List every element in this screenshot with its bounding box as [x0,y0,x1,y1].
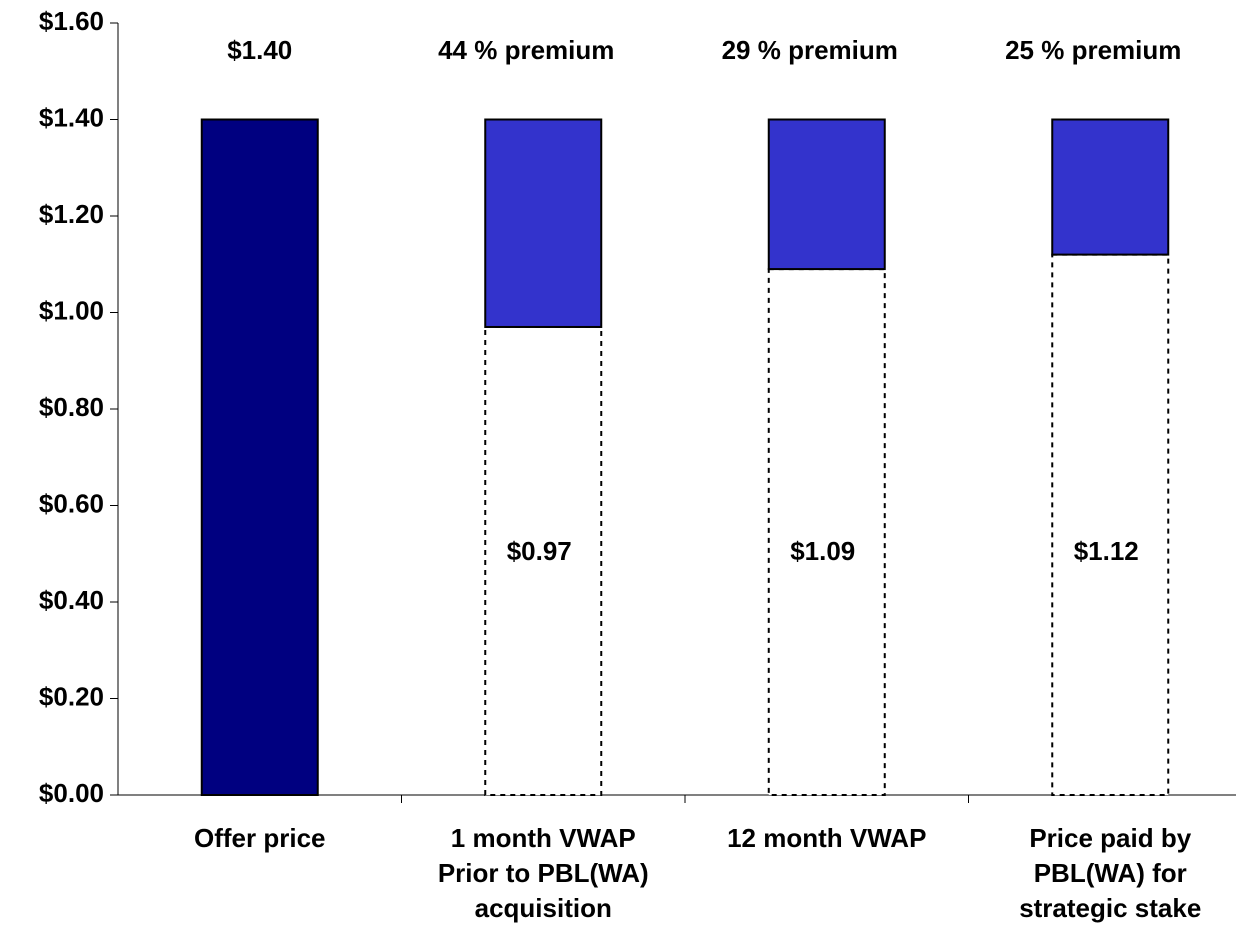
x-tick-label-line: acquisition [475,893,612,923]
value-label: $0.97 [507,536,572,566]
x-tick-label-line: Prior to PBL(WA) [438,858,649,888]
x-tick-label-line: Offer price [194,823,326,853]
bar [200,118,319,796]
y-tick-label: $1.20 [39,199,104,229]
x-tick-label: 1 month VWAP Prior to PBL(WA) acquisition [438,823,649,923]
bar [767,268,886,796]
bar [1051,118,1170,256]
x-tick-label-line: PBL(WA) for [1034,858,1187,888]
x-tick-label-line: 12 month VWAP [727,823,926,853]
y-tick-label: $1.60 [39,6,104,36]
x-tick-label: Price paid by PBL(WA) for strategic stake [1019,823,1201,923]
y-tick-label: $0.40 [39,585,104,615]
value-label: $1.40 [227,35,292,65]
y-tick-label: $0.00 [39,778,104,808]
y-tick-label: $1.00 [39,295,104,325]
y-tick-label: $0.80 [39,392,104,422]
premium-label: 44 % premium [438,35,614,65]
bar [484,118,603,328]
bar [1051,253,1170,797]
y-tick-label: $1.40 [39,102,104,132]
premium-label: 25 % premium [1005,35,1181,65]
value-label: $1.09 [790,536,855,566]
x-tick-label-line: Price paid by [1029,823,1191,853]
bar [484,325,603,796]
value-label: $1.12 [1074,536,1139,566]
y-tick-label: $0.60 [39,488,104,518]
premium-label: 29 % premium [722,35,898,65]
x-tick-label-line: strategic stake [1019,893,1201,923]
bar [767,118,886,271]
y-tick-label: $0.20 [39,681,104,711]
x-tick-label-line: 1 month VWAP [451,823,636,853]
x-tick-label: 12 month VWAP [727,823,926,853]
x-tick-label: Offer price [194,823,326,853]
